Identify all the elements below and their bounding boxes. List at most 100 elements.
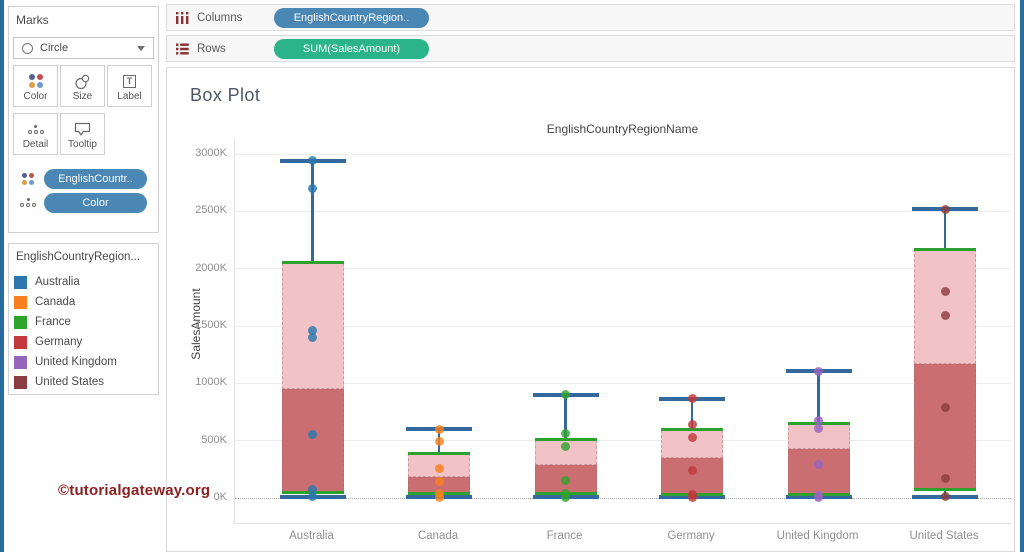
x-axis-label-canada: Canada <box>417 530 459 542</box>
x-axis-label-germany: Germany <box>667 530 715 542</box>
color-legend: EnglishCountryRegion... Australia Canada F… <box>8 243 159 395</box>
size-button[interactable]: Size <box>60 65 105 107</box>
window-edge-right <box>1020 0 1024 552</box>
mark-point-united-states[interactable] <box>940 311 950 321</box>
x-axis-label-united-kingdom: United Kingdom <box>776 530 859 542</box>
color-button-label: Color <box>23 91 48 102</box>
mark-point-united-states[interactable] <box>940 204 950 214</box>
rows-shelf[interactable]: Rows SUM(SalesAmount) <box>166 35 1015 62</box>
legend-item-australia[interactable]: Australia <box>9 272 158 292</box>
mark-point-united-states[interactable] <box>940 492 950 502</box>
mark-type-value: Circle <box>40 42 69 54</box>
box-upper-united-states[interactable] <box>914 249 976 365</box>
mark-point-germany[interactable] <box>687 394 697 404</box>
mark-point-germany[interactable] <box>687 432 697 442</box>
size-circles-icon <box>74 71 91 91</box>
mark-point-canada[interactable] <box>434 436 444 446</box>
legend-swatch <box>14 295 27 309</box>
label-button[interactable]: T Label <box>107 65 152 107</box>
marks-card-title: Marks <box>16 13 49 27</box>
mark-point-united-kingdom[interactable] <box>814 492 823 502</box>
color-dots-icon <box>21 172 35 185</box>
mark-point-france[interactable] <box>561 492 570 502</box>
mark-point-united-kingdom[interactable] <box>814 416 823 426</box>
x-axis-label-australia: Australia <box>289 530 334 542</box>
marks-pill-row-color: EnglishCountr.. <box>9 168 160 189</box>
y-tick-label: 1000K <box>195 376 227 389</box>
whisker-upper-france <box>564 394 567 440</box>
hinge-top-france <box>534 438 597 442</box>
legend-item-label: Canada <box>35 296 76 308</box>
mark-point-canada[interactable] <box>434 464 444 474</box>
legend-title: EnglishCountryRegion... <box>16 251 141 263</box>
mark-point-germany[interactable] <box>687 465 697 475</box>
mark-point-united-kingdom[interactable] <box>814 424 823 434</box>
mark-point-united-states[interactable] <box>940 474 950 483</box>
mark-point-australia[interactable] <box>308 183 317 193</box>
legend-items: Australia Canada France Germany United Kingd… <box>9 272 158 392</box>
box-lower-australia[interactable] <box>281 389 344 493</box>
column-field-header: EnglishCountryRegionName <box>546 122 699 136</box>
mark-point-australia[interactable] <box>308 492 317 502</box>
mark-point-australia[interactable] <box>308 326 317 336</box>
legend-swatch <box>14 275 27 289</box>
size-button-label: Size <box>72 91 93 102</box>
mark-point-australia[interactable] <box>308 430 317 440</box>
y-tick-label: 2500K <box>195 204 227 217</box>
mark-point-germany[interactable] <box>687 420 697 430</box>
columns-pill[interactable]: EnglishCountryRegion.. <box>274 8 429 28</box>
mark-point-canada[interactable] <box>434 424 444 434</box>
columns-shelf[interactable]: Columns EnglishCountryRegion.. <box>166 4 1015 31</box>
hinge-top-united-states <box>914 247 976 251</box>
rows-pill[interactable]: SUM(SalesAmount) <box>274 39 429 59</box>
detail-button[interactable]: Detail <box>13 113 58 155</box>
gridline <box>235 153 1011 155</box>
plot-area <box>234 140 1011 524</box>
mark-point-france[interactable] <box>561 390 570 400</box>
box-lower-united-states[interactable] <box>914 364 976 490</box>
y-tick-label: 0K <box>213 491 227 503</box>
legend-item-germany[interactable]: Germany <box>9 332 158 352</box>
mark-point-germany[interactable] <box>687 492 697 502</box>
columns-shelf-label: Columns <box>197 11 243 24</box>
mark-point-australia[interactable] <box>308 485 317 495</box>
color-button[interactable]: Color <box>13 65 58 107</box>
y-tick-label: 2000K <box>195 261 227 274</box>
box-lower-germany[interactable] <box>661 457 723 495</box>
sheet-title: Box Plot <box>190 85 261 105</box>
mark-point-united-kingdom[interactable] <box>814 460 823 470</box>
gridline <box>235 382 1011 384</box>
legend-item-united-kingdom[interactable]: United Kingdom <box>9 352 158 372</box>
legend-item-canada[interactable]: Canada <box>9 292 158 312</box>
mark-point-australia[interactable] <box>308 156 317 166</box>
mark-point-france[interactable] <box>561 442 570 452</box>
mark-point-canada[interactable] <box>434 477 444 487</box>
mark-point-united-states[interactable] <box>940 402 950 412</box>
legend-item-france[interactable]: France <box>9 312 158 332</box>
marks-pill-color[interactable]: Color <box>44 192 147 213</box>
legend-swatch <box>14 315 27 329</box>
marks-pill-englishcountry[interactable]: EnglishCountr.. <box>44 168 147 189</box>
mark-point-australia[interactable] <box>308 332 317 342</box>
y-tick-label: 500K <box>201 433 227 446</box>
marks-pill-row-detail: Color <box>9 192 160 213</box>
rows-icon <box>176 43 190 55</box>
mark-point-france[interactable] <box>561 429 570 439</box>
mark-point-france[interactable] <box>561 476 570 486</box>
columns-icon <box>176 11 190 24</box>
gridline <box>235 440 1011 442</box>
mark-type-dropdown[interactable]: Circle <box>13 37 154 59</box>
watermark: ©tutorialgateway.org <box>58 482 211 499</box>
mark-point-united-states[interactable] <box>940 287 950 297</box>
tooltip-button[interactable]: Tooltip <box>60 113 105 155</box>
mark-point-united-kingdom[interactable] <box>814 366 823 376</box>
box-lower-united-kingdom[interactable] <box>787 448 850 495</box>
hinge-top-australia <box>281 261 344 265</box>
x-axis-label-france: France <box>546 530 583 542</box>
y-tick-label: 1500K <box>195 319 227 331</box>
box-upper-australia[interactable] <box>281 262 344 390</box>
mark-point-canada[interactable] <box>434 492 444 502</box>
hinge-top-germany <box>661 428 723 432</box>
legend-item-united-states[interactable]: United States <box>9 372 158 392</box>
label-button-label: Label <box>117 91 142 102</box>
